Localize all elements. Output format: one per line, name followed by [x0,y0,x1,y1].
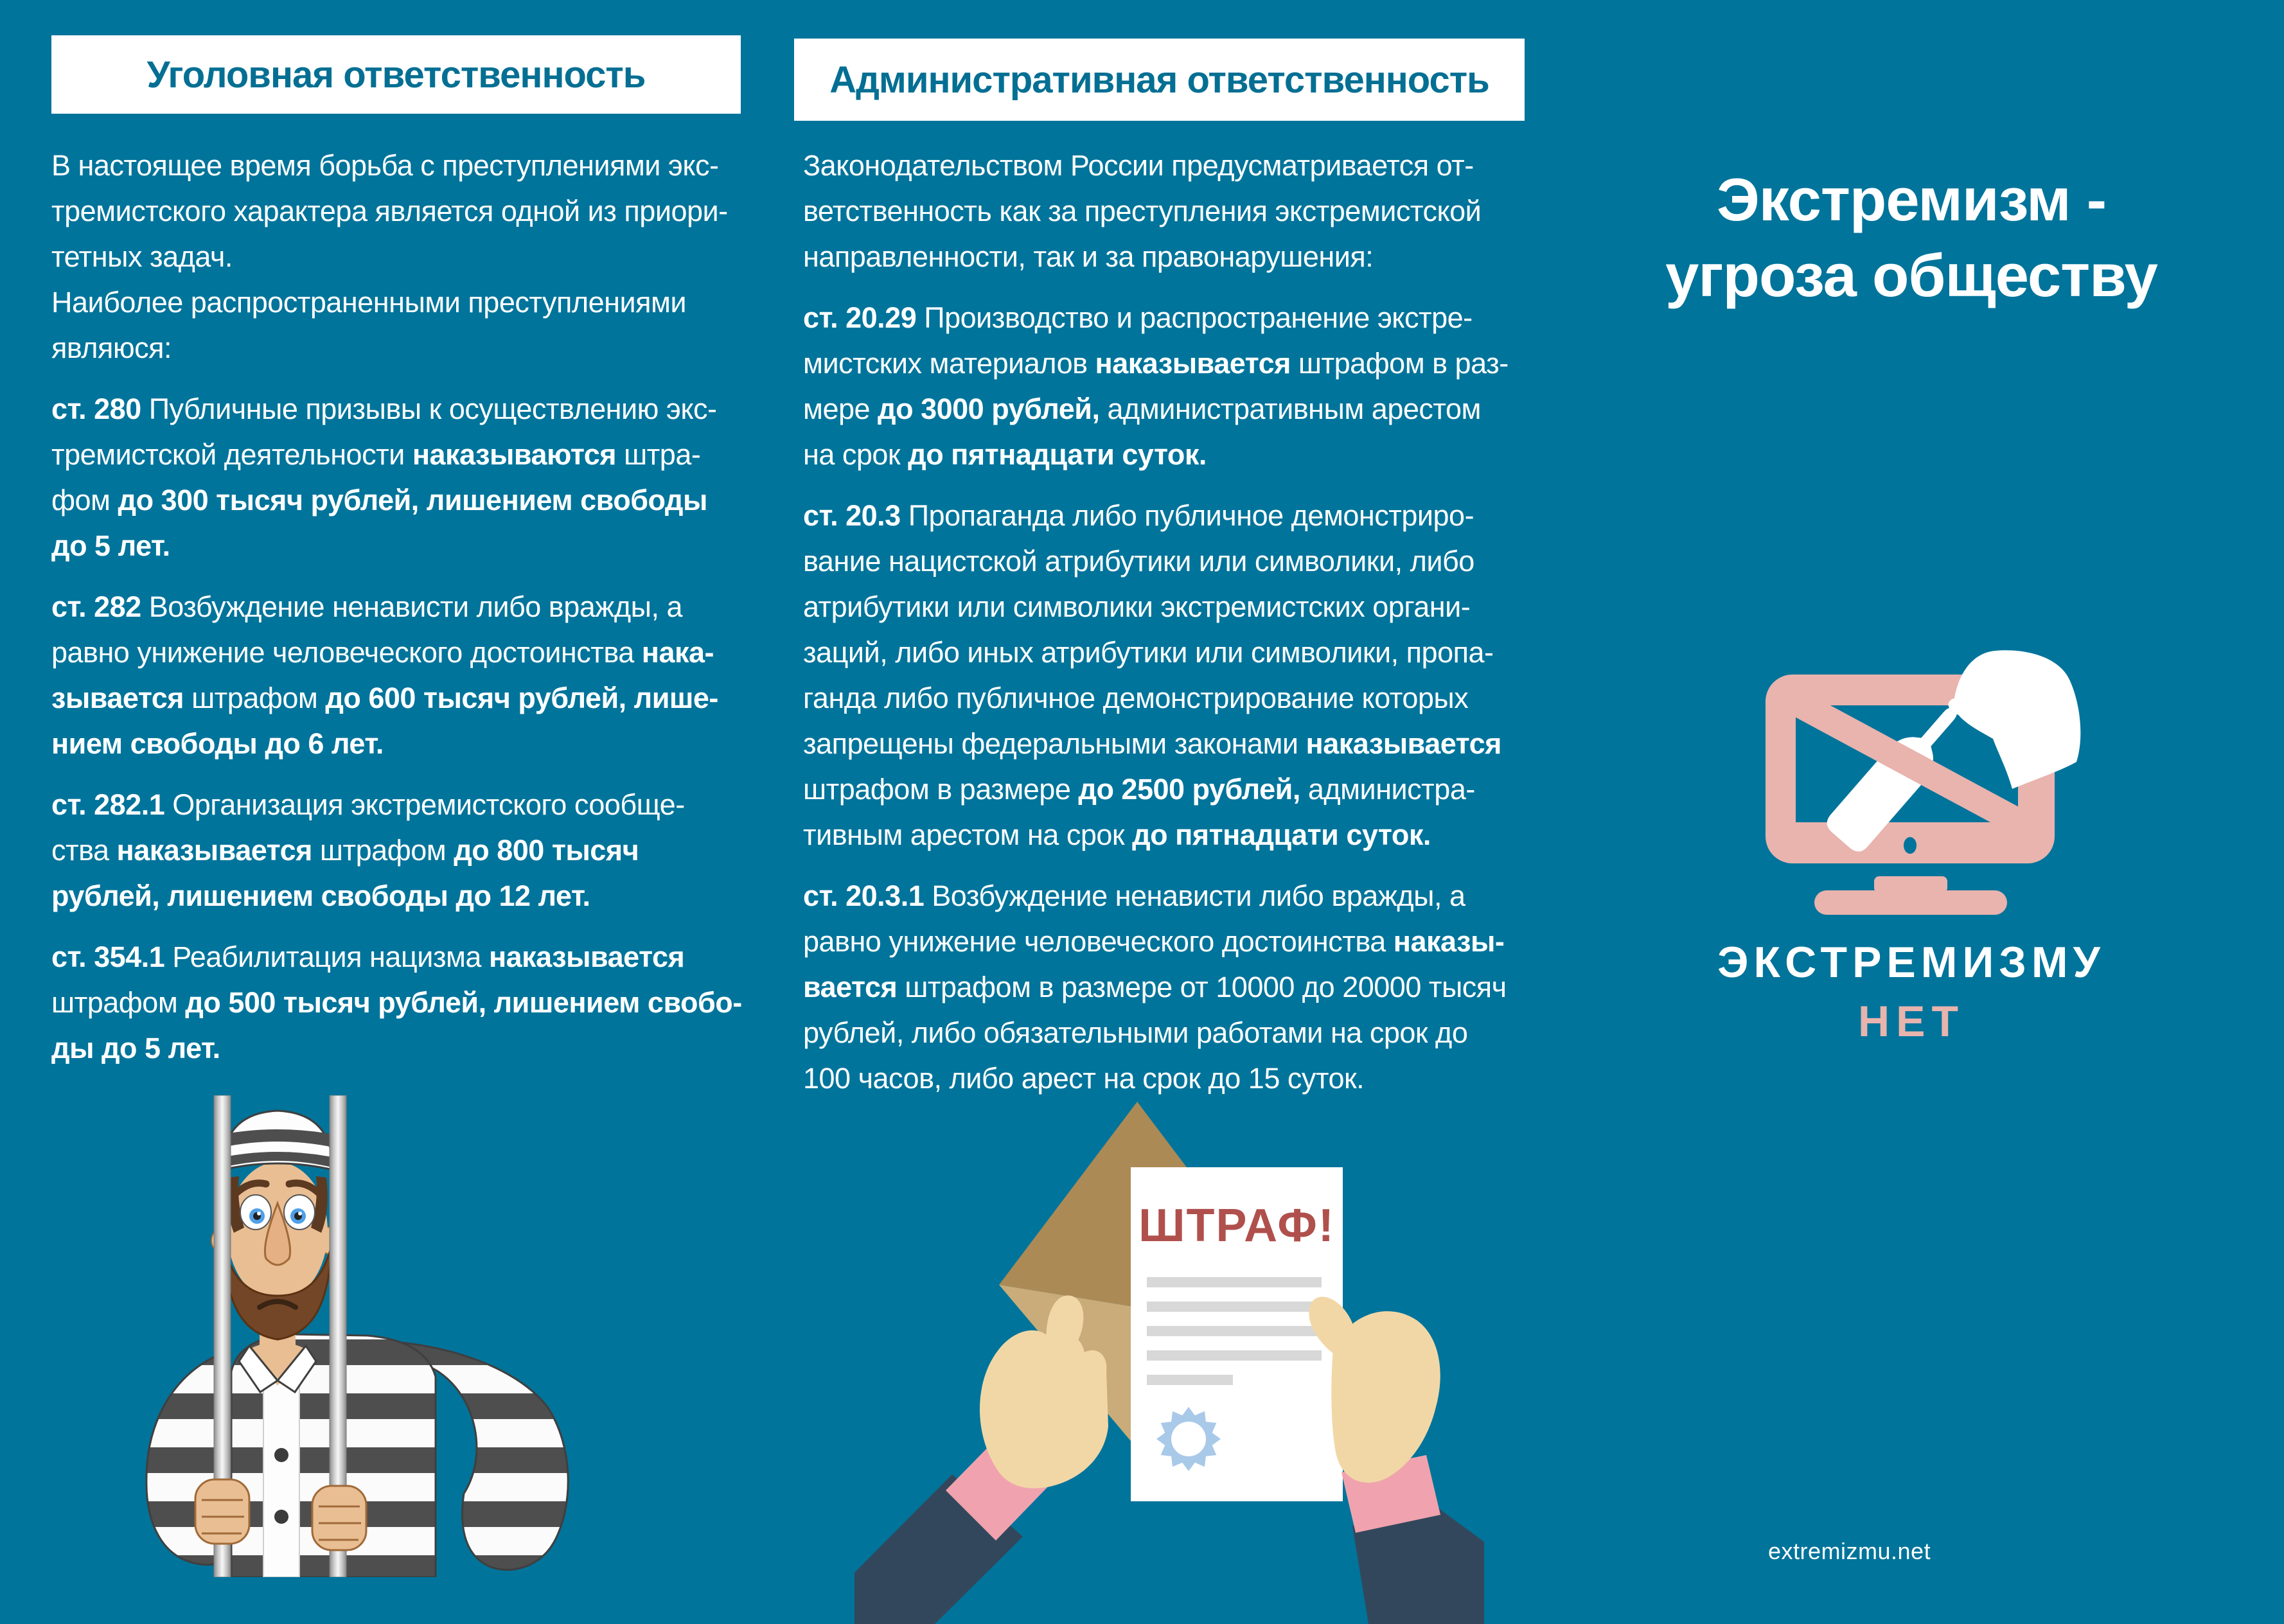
prisoner-illustration [145,1095,569,1577]
administrative-liability-text: Законодательством России предусматривает… [803,143,1529,1116]
left-fist [194,1478,251,1545]
paragraph: ст. 280 Публичные призывы к осуществлени… [51,386,765,569]
slogan-line1: ЭКСТРЕМИЗМУ [1717,938,2105,987]
text-line: заций, либо иных атрибутики или символик… [803,636,1494,669]
left-hand [980,1295,1108,1488]
text-line: ст. 20.3 Пропаганда либо публичное демон… [803,499,1474,532]
text-line: направленности, так и за правонарушения: [803,240,1374,273]
text-line: атрибутики или символики экстремистских … [803,590,1471,623]
administrative-liability-header-box: Административная ответственность [794,39,1525,121]
text-line: рублей, лишением свободы до 12 лет. [51,879,590,912]
fine-document: ШТРАФ! [1131,1167,1343,1501]
text-line: 100 часов, либо арест на срок до 15 суто… [803,1062,1365,1095]
paragraph: ст. 20.3.1 Возбуждение ненависти либо вр… [803,873,1529,1101]
text-line: вание нацистской атрибутики или символик… [803,545,1474,578]
fine-label: ШТРАФ! [1138,1200,1335,1251]
text-line: до 5 лет. [51,529,170,562]
text-line: зывается штрафом до 600 тысяч рублей, ли… [51,682,718,714]
text-line: ды до 5 лет. [51,1032,220,1064]
text-line: Законодательством России предусматривает… [803,149,1474,182]
criminal-liability-text: В настоящее время борьба с преступлениям… [51,143,765,1086]
slogan: ЭКСТРЕМИЗМУ НЕТ [1542,933,2281,1051]
text-line: фом до 300 тысяч рублей, лишением свобод… [51,484,707,516]
slogan-line2: НЕТ [1858,997,1965,1046]
paragraph: ст. 354.1 Реабилитация нацизма наказывае… [51,934,765,1071]
text-line: мере до 3000 рублей, административным ар… [803,393,1481,425]
text-line: ст. 20.3.1 Возбуждение ненависти либо вр… [803,879,1465,912]
text-line: вается штрафом в размере от 10000 до 200… [803,971,1507,1003]
paragraph: ст. 282 Возбуждение ненависти либо вражд… [51,584,765,766]
text-line: являюся: [51,331,172,364]
text-line: В настоящее время борьба с преступлениям… [51,149,719,182]
paragraph: ст. 20.29 Производство и распространение… [803,295,1529,477]
prohibition-line [1784,687,2044,845]
text-line: запрещены федеральными законами наказыва… [803,727,1501,760]
right-sleeve [1352,1506,1484,1624]
paragraph: ст. 20.3 Пропаганда либо публичное демон… [803,493,1529,858]
text-line: мистских материалов наказывается штрафом… [803,347,1509,380]
administrative-liability-header: Административная ответственность [829,58,1490,101]
no-extremism-monitor-icon [1766,650,2081,915]
text-line: ст. 282.1 Организация экстремистского со… [51,788,685,821]
right-fist [311,1485,367,1551]
paragraph: ст. 282.1 Организация экстремистского со… [51,782,765,919]
text-line: нием свободы до 6 лет. [51,727,384,760]
criminal-liability-header-box: Уголовная ответственность [51,35,741,114]
text-line: равно унижение человеческого достоинства… [51,636,714,669]
text-line: ст. 20.29 Производство и распространение… [803,301,1473,334]
text-line: равно унижение человеческого достоинства… [803,925,1505,958]
text-line: тремистской деятельности наказываются шт… [51,438,701,471]
text-line: ст. 354.1 Реабилитация нацизма наказывае… [51,940,685,973]
text-line: ст. 282 Возбуждение ненависти либо вражд… [51,590,683,623]
text-line: рублей, либо обязательными работами на с… [803,1016,1468,1049]
text-line: на срок до пятнадцати суток. [803,438,1207,471]
text-line: ганда либо публичное демонстрирование ко… [803,682,1469,714]
text-line: ст. 280 Публичные призывы к осуществлени… [51,393,717,425]
paragraph: Законодательством России предусматривает… [803,143,1529,279]
poster-title-line1: Экстремизм - [1716,166,2107,233]
right-hand [1309,1296,1440,1483]
text-line: тетных задач. [51,240,233,273]
text-line: штрафом в размере до 2500 рублей, админи… [803,773,1475,806]
website-text: extremizmu.net [1768,1538,1931,1564]
fine-envelope-illustration: ШТРАФ! [854,1102,1484,1624]
criminal-liability-header: Уголовная ответственность [146,53,646,96]
poster-title-line2: угроза обществу [1665,242,2158,309]
text-line: тивным арестом на срок до пятнадцати сут… [803,818,1431,851]
text-line: тремистского характера является одной из… [51,195,728,227]
text-line: штрафом до 500 тысяч рублей, лишением св… [51,986,742,1019]
cloth-wick [1953,650,2081,789]
poster-title: Экстремизм - угроза обществу [1542,162,2281,313]
text-line: Наиболее распространенными преступлениям… [51,286,687,319]
paragraph: В настоящее время борьба с преступлениям… [51,143,765,371]
text-line: ветственность как за преступления экстре… [803,195,1482,227]
text-line: ства наказывается штрафом до 800 тысяч [51,834,639,867]
